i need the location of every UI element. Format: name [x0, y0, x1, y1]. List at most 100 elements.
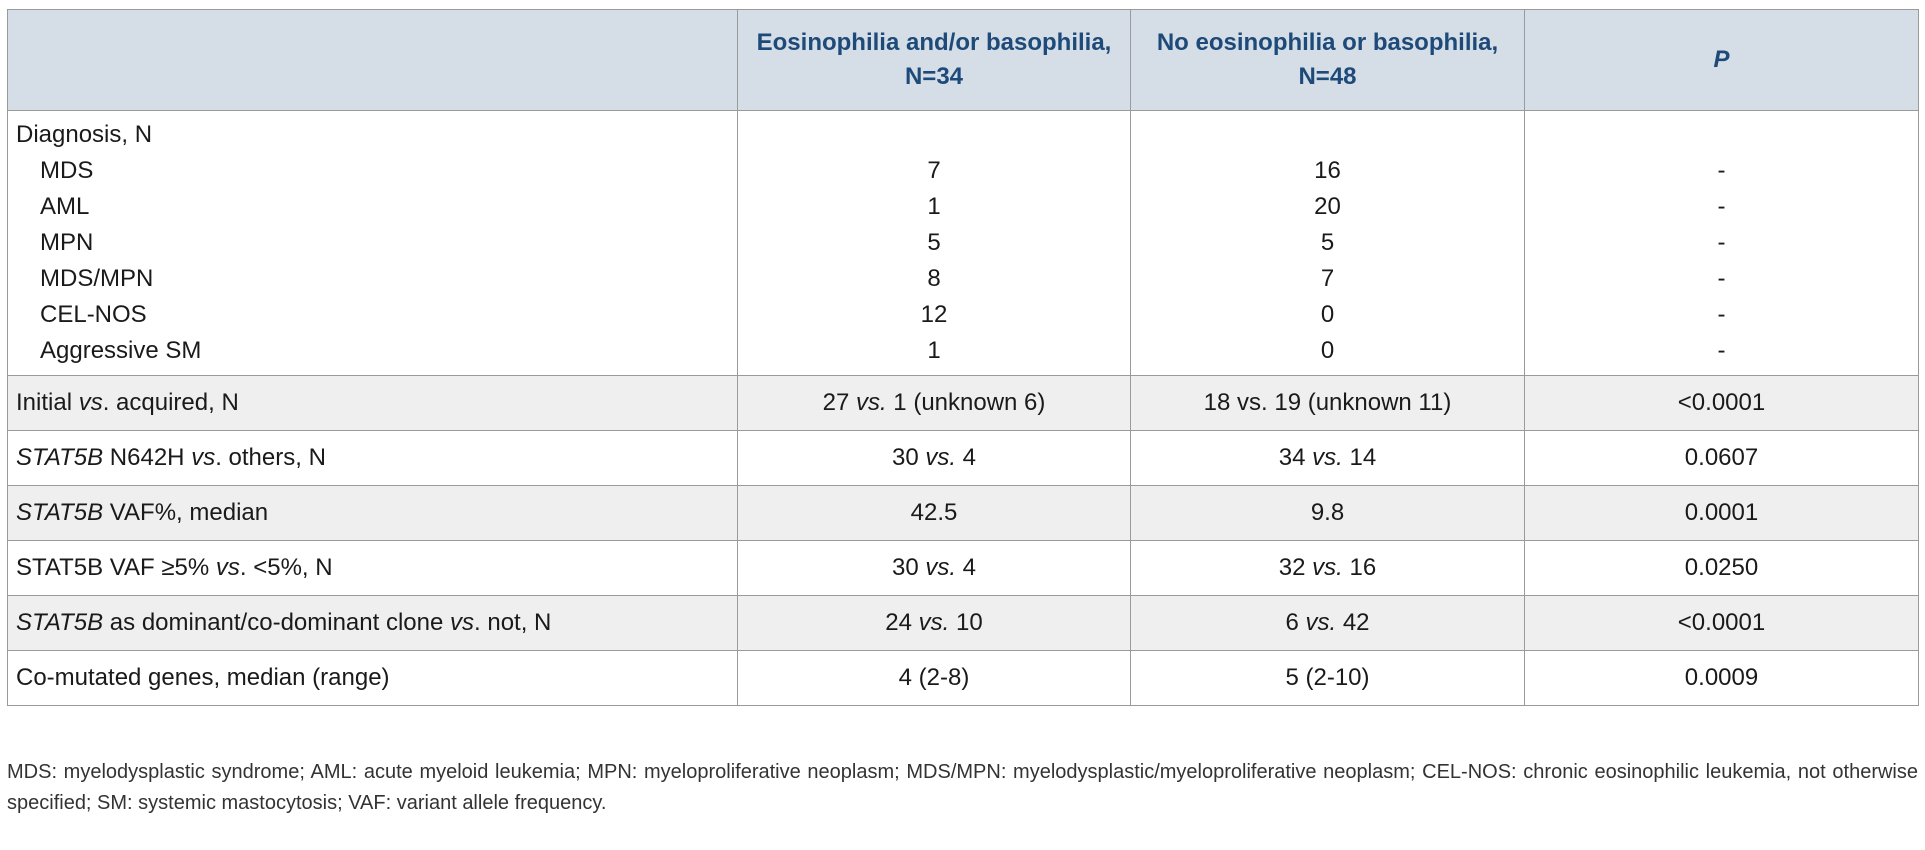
text-segment: Initial — [16, 389, 79, 416]
sub-label: MDS — [40, 157, 94, 184]
cell-value: - — [1717, 193, 1726, 220]
cell-value: 7 — [927, 157, 941, 184]
cell-value: 7 — [1320, 265, 1335, 292]
header-cell — [7, 9, 738, 111]
row-label: STAT5B VAF ≥5% vs. <5%, N — [7, 540, 738, 596]
cell: <0.0001 — [1524, 595, 1919, 651]
cell-value: 20 — [1314, 193, 1341, 220]
text-segment: 1 (unknown 6) — [886, 389, 1046, 416]
cell-value: - — [1717, 337, 1726, 364]
sub-label: MPN — [40, 229, 94, 256]
text-segment: 4 — [956, 554, 977, 581]
table-row: STAT5B VAF%, median 42.5 9.8 0.0001 — [7, 485, 1919, 541]
cell-value: - — [1717, 229, 1726, 256]
text-segment: N642H — [103, 444, 192, 471]
text-segment: 6 — [1285, 609, 1306, 636]
sub-label: AML — [40, 193, 90, 220]
text-segment: 4 — [956, 444, 977, 471]
diagnosis-row: Diagnosis, N MDS AML MPN MDS/MPN CEL-NOS Aggre… — [7, 110, 1919, 376]
cell: 30 vs. 4 — [737, 430, 1131, 486]
text-segment: as dominant/co-dominant clone — [103, 609, 451, 636]
text-segment: VAF%, median — [103, 499, 269, 526]
spacer — [748, 117, 1120, 153]
cell: 24 vs. 10 — [737, 595, 1131, 651]
text-segment: vs. — [925, 444, 957, 471]
text-segment: 24 — [885, 609, 919, 636]
text-segment: vs. — [1312, 444, 1343, 471]
text-segment: STAT5B — [16, 444, 104, 471]
cell-value: 16 — [1314, 157, 1341, 184]
cell-value: - — [1717, 301, 1726, 328]
text-segment: 34 — [1278, 444, 1313, 471]
text-segment: vs. — [925, 554, 957, 581]
cell-value: 0 — [1320, 301, 1335, 328]
footnote: MDS: myelodysplastic syndrome; AML: acut… — [7, 761, 1918, 814]
text-segment: vs. — [1312, 554, 1343, 581]
table-row: Initial vs. acquired, N 27 vs. 1 (unknown… — [7, 375, 1919, 431]
cell: 42.5 — [737, 485, 1131, 541]
text-segment: vs. — [855, 389, 887, 416]
cell: 0.0607 — [1524, 430, 1919, 486]
cell: 32 vs. 16 — [1130, 540, 1525, 596]
text-segment: P — [1713, 46, 1730, 73]
cell-value: 0 — [1320, 337, 1335, 364]
cell: Diagnosis, N MDS AML MPN MDS/MPN CEL-NOS Aggre… — [7, 110, 738, 376]
cell: - - - - - - — [1524, 110, 1919, 376]
table-row: STAT5B N642H vs. others, N 30 vs. 4 34 vs.… — [7, 430, 1919, 486]
cell: 0.0001 — [1524, 485, 1919, 541]
cell: 4 (2-8) — [737, 650, 1131, 706]
spacer — [1141, 117, 1514, 153]
text-segment: vs — [78, 389, 103, 416]
table-row: Co-mutated genes, median (range) 4 (2-8) 5… — [7, 650, 1919, 706]
cell: 5 (2-10) — [1130, 650, 1525, 706]
text-segment: 14 — [1342, 444, 1377, 471]
text-segment: vs — [450, 609, 475, 636]
group-label: Diagnosis, N — [16, 121, 153, 148]
table-body: Diagnosis, N MDS AML MPN MDS/MPN CEL-NOS Aggre… — [7, 110, 1919, 706]
text-segment: vs — [191, 444, 216, 471]
text-segment: 30 — [891, 444, 926, 471]
cell: 9.8 — [1130, 485, 1525, 541]
text-segment: STAT5B — [16, 609, 104, 636]
cell: 18 vs. 19 (unknown 11) — [1130, 375, 1525, 431]
spacer — [1535, 117, 1908, 153]
text-segment: vs — [215, 554, 240, 581]
text-segment: vs. — [1305, 609, 1337, 636]
text-segment: 32 — [1278, 554, 1313, 581]
cell-value: 5 — [1320, 229, 1335, 256]
row-label: STAT5B N642H vs. others, N — [7, 430, 738, 486]
cell: 0.0250 — [1524, 540, 1919, 596]
cell: 27 vs. 1 (unknown 6) — [737, 375, 1131, 431]
row-label: Initial vs. acquired, N — [7, 375, 738, 431]
cell: 30 vs. 4 — [737, 540, 1131, 596]
header-cell: Eosinophilia and/or basophilia, N=34 — [737, 9, 1131, 111]
table-row: STAT5B as dominant/co-dominant clone vs.… — [7, 595, 1919, 651]
table-row: STAT5B VAF ≥5% vs. <5%, N 30 vs. 4 32 vs. … — [7, 540, 1919, 596]
sub-label: MDS/MPN — [40, 265, 154, 292]
cell: 6 vs. 42 — [1130, 595, 1525, 651]
cell-value: 1 — [927, 193, 941, 220]
cell-value: 8 — [927, 265, 941, 292]
text-segment: 27 — [822, 389, 856, 416]
cell-value: - — [1717, 265, 1726, 292]
text-segment: . others, N — [215, 444, 326, 471]
cell: 34 vs. 14 — [1130, 430, 1525, 486]
cell: 0.0009 — [1524, 650, 1919, 706]
cell-value: 5 — [927, 229, 941, 256]
header-cell: P — [1524, 9, 1919, 111]
cell: 7 1 5 8 12 1 — [737, 110, 1131, 376]
cell-value: 1 — [927, 337, 941, 364]
sub-label: Aggressive SM — [40, 337, 202, 364]
row-label: STAT5B VAF%, median — [7, 485, 738, 541]
header-row: Eosinophilia and/or basophilia, N=34 No e… — [7, 9, 1919, 111]
text-segment: . not, N — [474, 609, 552, 636]
text-segment: 10 — [949, 609, 983, 636]
text-segment: 30 — [891, 554, 926, 581]
row-label: Co-mutated genes, median (range) — [7, 650, 738, 706]
data-table: Eosinophilia and/or basophilia, N=34 No e… — [7, 9, 1919, 706]
sub-label: CEL-NOS — [40, 301, 147, 328]
header-cell: No eosinophilia or basophilia, N=48 — [1130, 9, 1525, 111]
text-segment: 42 — [1336, 609, 1370, 636]
text-segment: 16 — [1342, 554, 1377, 581]
text-segment: . <5%, N — [239, 554, 333, 581]
